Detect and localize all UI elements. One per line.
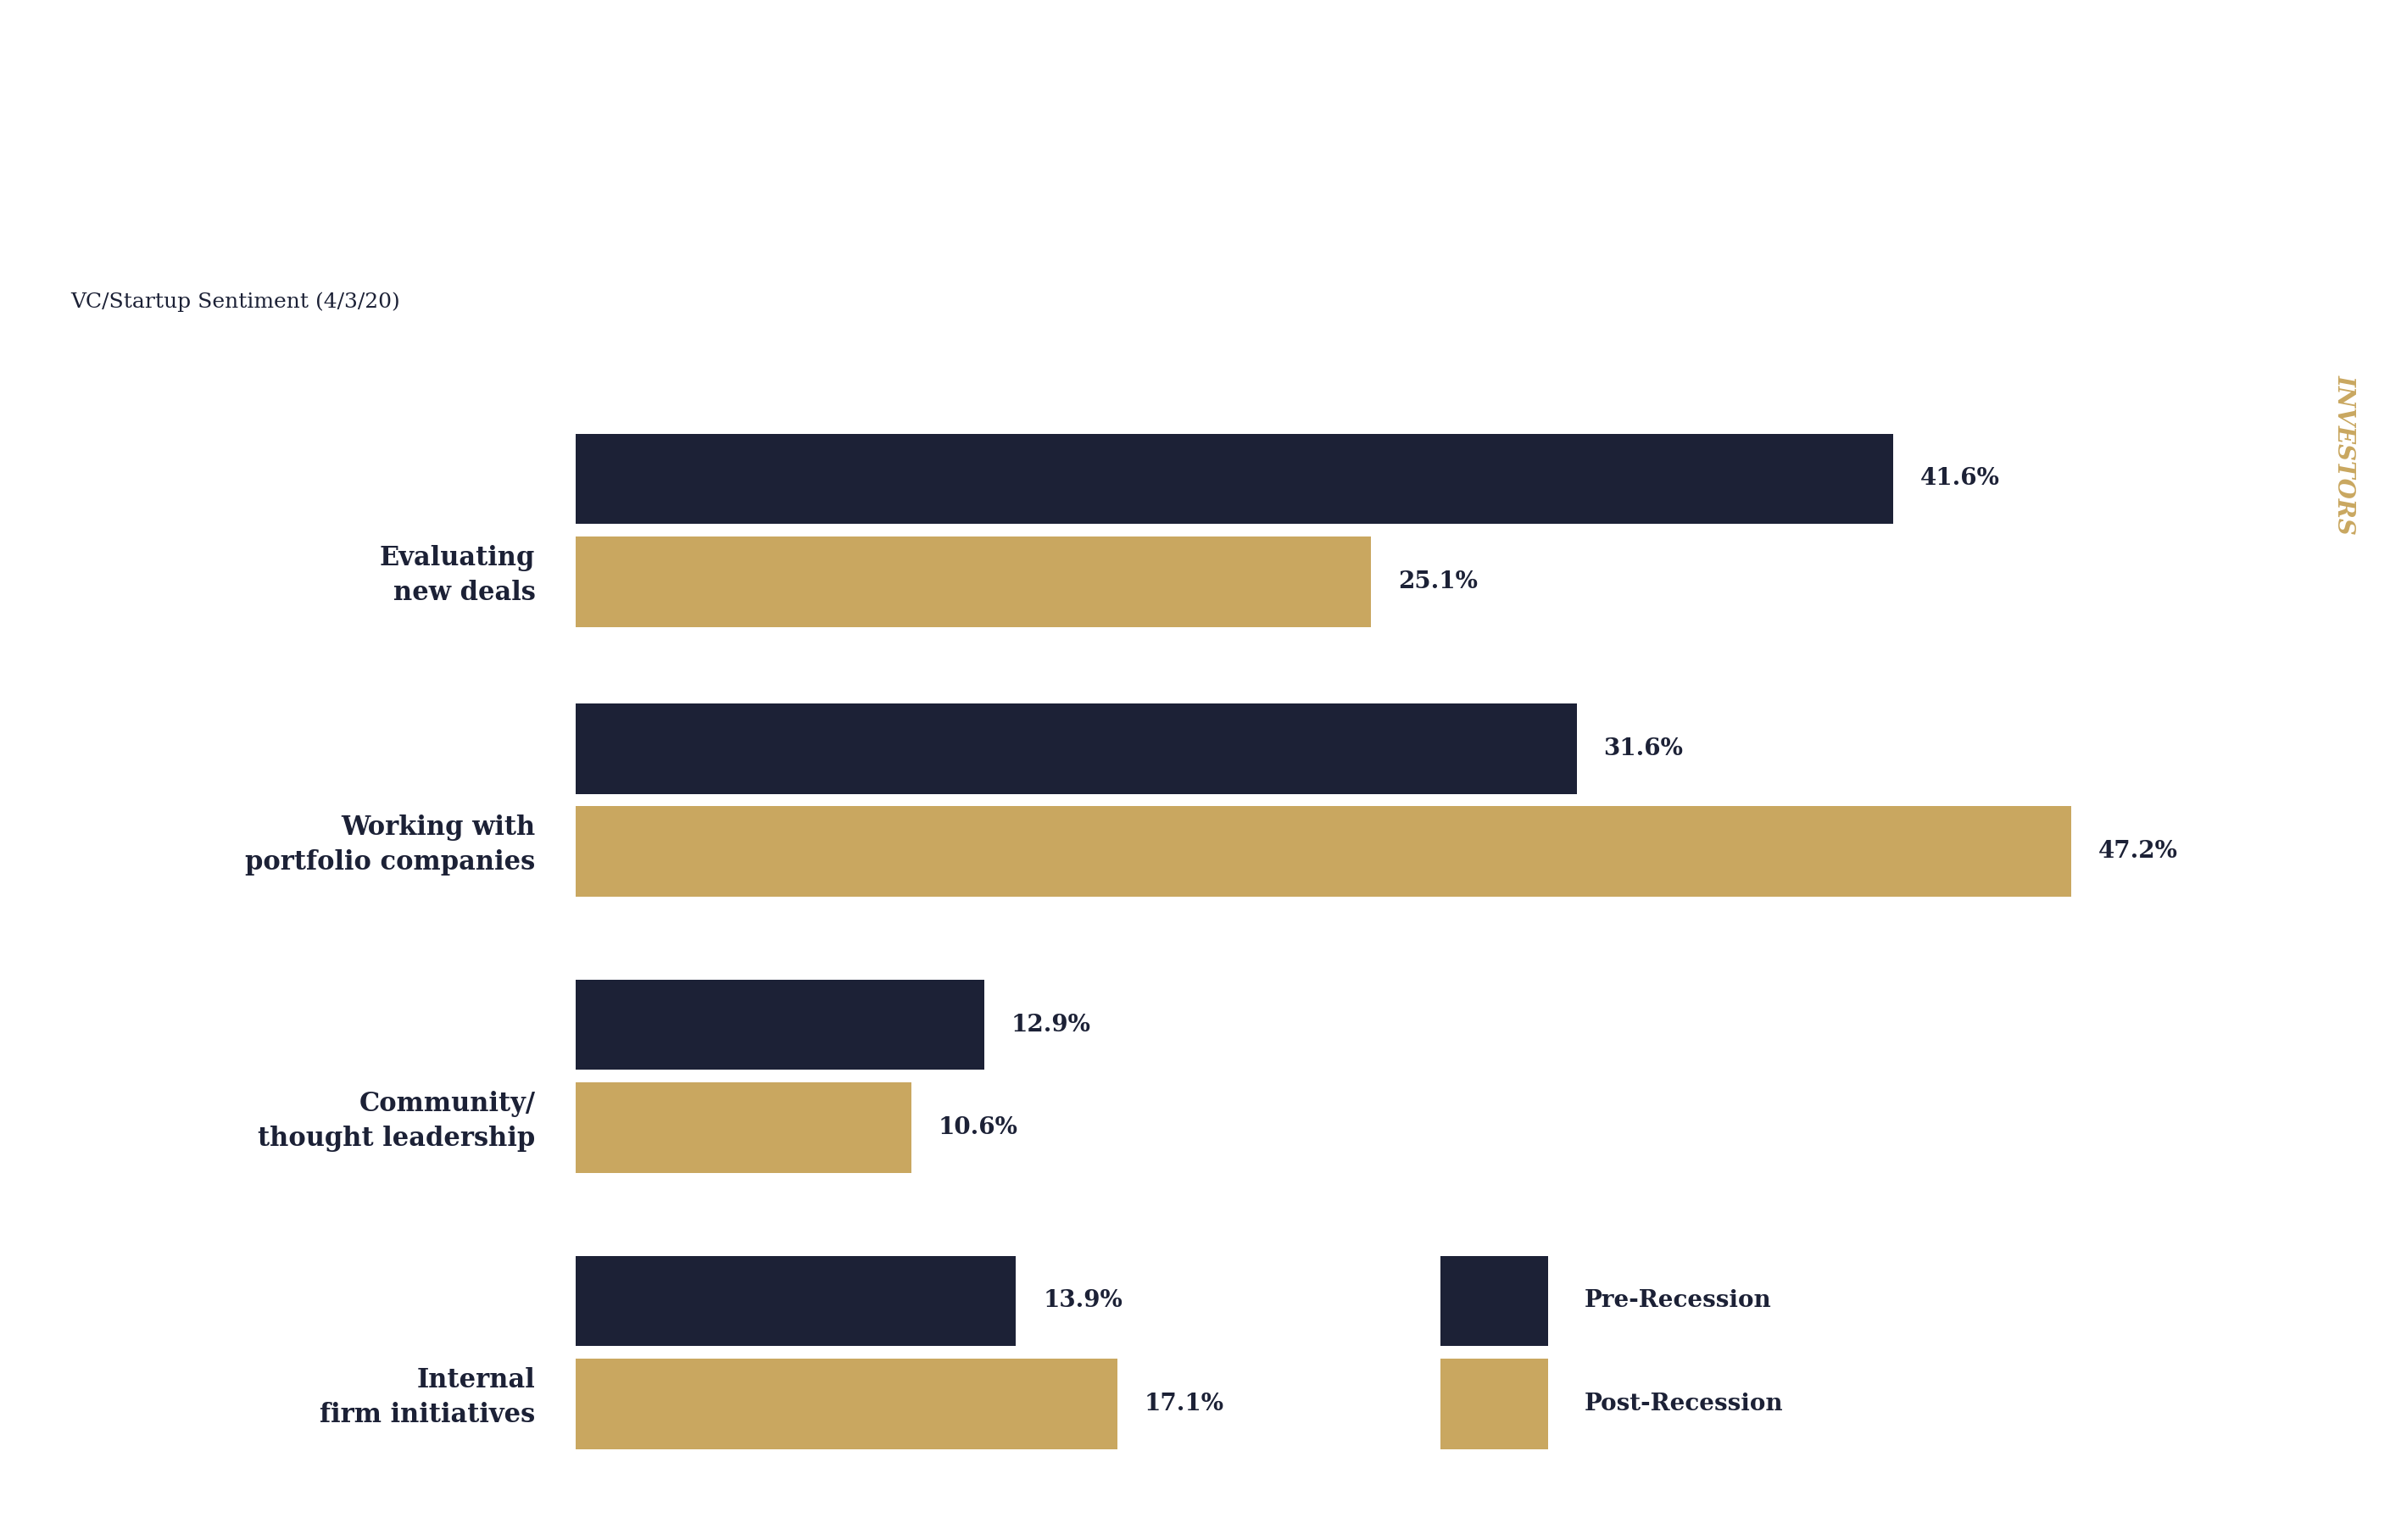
Text: Internal
firm initiatives: Internal firm initiatives (320, 1368, 535, 1428)
Text: 17.1%: 17.1% (1145, 1392, 1224, 1415)
Text: Pre-Recession: Pre-Recession (1585, 1289, 1771, 1312)
Text: VC/Startup Sentiment (4/3/20): VC/Startup Sentiment (4/3/20) (69, 291, 399, 311)
Bar (1441, 1358, 1549, 1449)
Text: 10.6%: 10.6% (939, 1116, 1018, 1140)
Bar (576, 536, 1372, 627)
Text: Working with
portfolio companies: Working with portfolio companies (246, 815, 535, 876)
Text: Post-Recession: Post-Recession (1585, 1392, 1783, 1415)
Bar (576, 434, 1893, 524)
Bar (1441, 1255, 1549, 1346)
Bar (576, 807, 2070, 896)
Bar (576, 1083, 911, 1173)
Text: 47.2%: 47.2% (2098, 841, 2177, 862)
Bar (576, 704, 1577, 793)
Text: Evaluating
new deals: Evaluating new deals (380, 545, 535, 605)
Text: VC Time Expenditure (Pre vs Post Recession): VC Time Expenditure (Pre vs Post Recessi… (60, 92, 1613, 152)
Bar (576, 1358, 1119, 1449)
Bar (576, 979, 985, 1070)
Bar (576, 1255, 1016, 1346)
Text: 25.1%: 25.1% (1398, 570, 1477, 593)
Text: 41.6%: 41.6% (1922, 467, 2000, 490)
Text: INVESTORS: INVESTORS (2333, 374, 2357, 534)
Text: Community/
thought leadership: Community/ thought leadership (258, 1090, 535, 1152)
Text: 13.9%: 13.9% (1042, 1289, 1123, 1312)
Text: 12.9%: 12.9% (1011, 1013, 1090, 1036)
Text: NfX: NfX (2184, 89, 2330, 156)
Text: 31.6%: 31.6% (1604, 738, 1683, 761)
